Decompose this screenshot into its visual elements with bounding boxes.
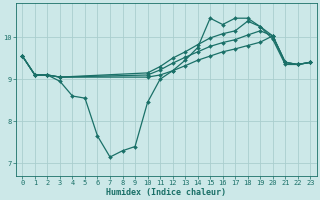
X-axis label: Humidex (Indice chaleur): Humidex (Indice chaleur) — [106, 188, 226, 197]
